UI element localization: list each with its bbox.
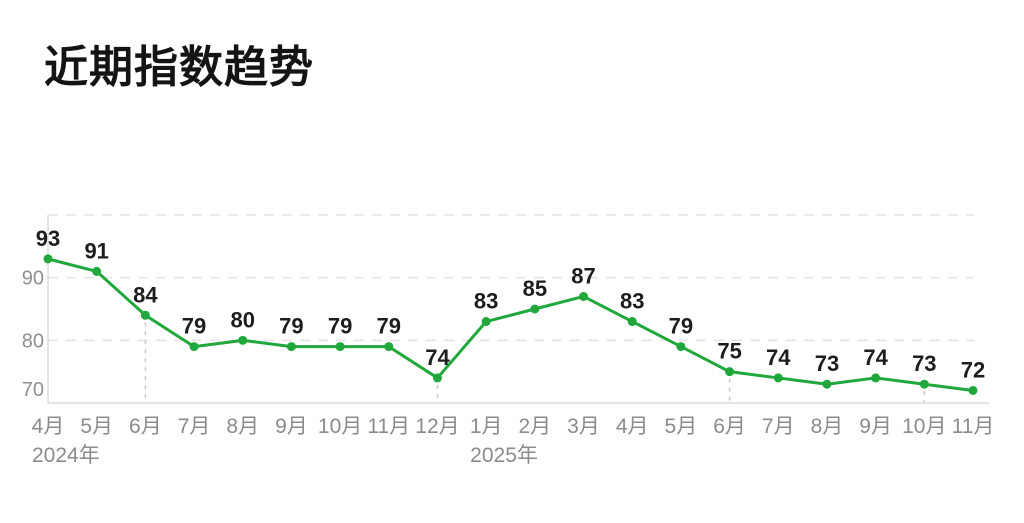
x-tick-label: 9月 bbox=[859, 415, 892, 438]
data-point bbox=[627, 317, 637, 327]
data-label: 93 bbox=[36, 226, 60, 251]
data-label: 75 bbox=[717, 339, 741, 364]
data-label: 83 bbox=[620, 289, 644, 314]
data-point bbox=[432, 373, 442, 383]
data-point bbox=[481, 317, 491, 327]
page-title: 近期指数趋势 bbox=[44, 42, 314, 93]
x-tick-label: 5月 bbox=[665, 415, 698, 438]
data-point bbox=[725, 367, 735, 377]
data-label: 79 bbox=[182, 314, 206, 339]
data-point bbox=[140, 310, 150, 320]
x-tick-label: 5月 bbox=[80, 415, 113, 438]
year-label: 2024年 bbox=[32, 444, 100, 467]
data-label: 74 bbox=[863, 345, 888, 370]
x-tick-label: 11月 bbox=[367, 415, 410, 438]
y-tick-label: 90 bbox=[22, 268, 44, 290]
x-tick-label: 6月 bbox=[713, 415, 746, 438]
data-point bbox=[286, 342, 296, 352]
data-label: 74 bbox=[425, 345, 450, 370]
data-point bbox=[822, 379, 832, 389]
data-label: 79 bbox=[279, 314, 303, 339]
data-point bbox=[968, 385, 978, 395]
data-label: 91 bbox=[84, 238, 108, 263]
data-label: 84 bbox=[133, 282, 158, 307]
trend-line bbox=[46, 257, 975, 392]
x-tick-label: 11月 bbox=[952, 415, 995, 438]
x-tick-label: 7月 bbox=[762, 415, 795, 438]
data-label: 85 bbox=[523, 276, 547, 301]
x-tick-label: 7月 bbox=[178, 415, 211, 438]
x-tick-label: 9月 bbox=[275, 415, 308, 438]
data-point bbox=[919, 379, 929, 389]
x-tick-label: 4月 bbox=[32, 415, 65, 438]
y-tick-label: 80 bbox=[22, 330, 44, 352]
x-tick-label: 8月 bbox=[811, 415, 844, 438]
data-point bbox=[335, 342, 345, 352]
data-point bbox=[871, 373, 881, 383]
data-label: 80 bbox=[230, 307, 254, 332]
data-point bbox=[43, 254, 53, 264]
x-tick-label: 3月 bbox=[567, 415, 600, 438]
data-label: 79 bbox=[377, 314, 401, 339]
data-label: 79 bbox=[669, 314, 693, 339]
data-label: 83 bbox=[474, 289, 498, 314]
data-point bbox=[238, 335, 248, 345]
data-label: 87 bbox=[571, 263, 595, 288]
x-tick-label: 4月 bbox=[616, 415, 649, 438]
data-label: 79 bbox=[328, 314, 352, 339]
x-tick-label: 10月 bbox=[902, 415, 946, 438]
data-point bbox=[530, 304, 540, 314]
data-point bbox=[579, 291, 589, 301]
x-tick-label: 12月 bbox=[415, 415, 459, 438]
data-point bbox=[92, 266, 102, 276]
y-tick-label: 70 bbox=[22, 379, 44, 401]
year-label: 2025年 bbox=[470, 444, 538, 467]
x-tick-label: 1月 bbox=[470, 415, 503, 438]
data-label: 74 bbox=[766, 345, 791, 370]
data-label: 73 bbox=[912, 351, 936, 376]
data-label: 73 bbox=[815, 351, 839, 376]
data-point bbox=[384, 342, 394, 352]
data-point bbox=[189, 342, 199, 352]
data-point bbox=[773, 373, 783, 383]
x-tick-label: 2月 bbox=[518, 415, 551, 438]
data-point bbox=[676, 342, 686, 352]
x-tick-label: 10月 bbox=[318, 415, 362, 438]
x-tick-label: 6月 bbox=[129, 415, 162, 438]
x-tick-label: 8月 bbox=[226, 415, 259, 438]
data-label: 72 bbox=[961, 357, 985, 382]
